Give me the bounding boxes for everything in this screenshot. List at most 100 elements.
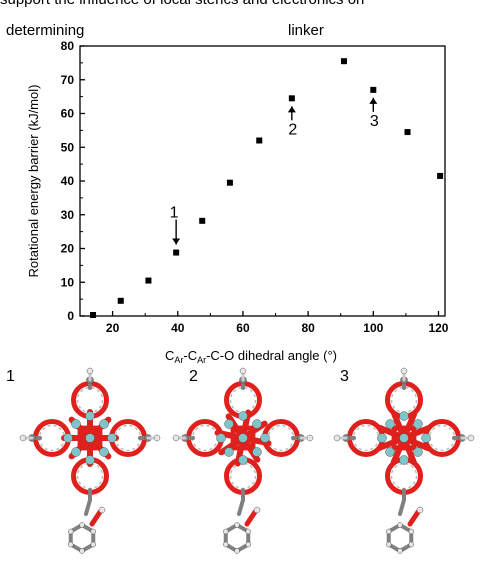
hydrogen-atom [222, 528, 229, 535]
hydrogen-atom [400, 367, 408, 375]
y-tick-label: 20 [61, 242, 75, 256]
metal-atom [107, 433, 117, 443]
metal-atom [421, 433, 431, 443]
x-tick-label: 60 [236, 321, 250, 335]
hydrogen-atom [222, 541, 229, 548]
bond [237, 498, 245, 516]
structure-label-3: 3 [340, 368, 349, 385]
ring-link [76, 386, 104, 414]
phenyl-ring [68, 522, 96, 554]
annotation-label: 3 [370, 113, 379, 130]
x-axis-label: CAr-CAr-C-O dihedral angle (°) [165, 348, 337, 365]
metal-atom [71, 447, 81, 457]
annotation-label: 1 [170, 205, 179, 222]
caption-line: support the influence of local sterics a… [0, 0, 482, 9]
annotation-arrowhead [172, 238, 181, 245]
metal-atom [71, 419, 81, 429]
metal-atom [99, 419, 109, 429]
hydrogen-atom [408, 528, 415, 535]
structure-label-2: 2 [189, 368, 198, 385]
y-tick-label: 30 [61, 208, 75, 222]
x-axis-label-part: -C-O dihedral angle (°) [206, 348, 337, 363]
y-tick-label: 10 [61, 275, 75, 289]
ring-link [191, 424, 219, 452]
data-point [256, 137, 263, 144]
hydrogen-atom [234, 548, 240, 554]
ring-link [390, 386, 418, 414]
structure-label-1: 1 [6, 368, 15, 385]
ring-link [114, 424, 142, 452]
y-tick-label: 40 [61, 174, 75, 188]
y-axis-label: Rotational energy barrier (kJ/mol) [26, 85, 41, 278]
data-point [370, 86, 377, 93]
x-tick-label: 20 [106, 321, 120, 335]
data-point [288, 95, 295, 102]
metal-atom [216, 433, 226, 443]
phenyl-ring [223, 522, 251, 554]
metal-atom [85, 411, 95, 421]
bond [244, 509, 258, 527]
annotation-arrowhead [369, 97, 378, 104]
bond [84, 498, 92, 516]
data-point [437, 172, 444, 179]
data-point [199, 217, 206, 224]
y-tick-label: 60 [61, 107, 75, 121]
hydrogen-atom [153, 434, 161, 442]
bond [407, 509, 421, 527]
y-tick-label: 70 [61, 73, 75, 87]
metal-atom [85, 433, 95, 443]
metal-atom [224, 447, 234, 457]
metal-atom [399, 455, 409, 465]
data-point [117, 297, 124, 304]
hydrogen-atom [172, 434, 180, 442]
metal-atom [413, 447, 423, 457]
metal-cluster-structure-1 [19, 367, 161, 554]
annotation-arrowhead [287, 106, 296, 113]
hydrogen-atom [86, 367, 94, 375]
metal-atom [385, 419, 395, 429]
metal-atom [238, 455, 248, 465]
hydrogen-atom [234, 522, 240, 528]
metal-atom [238, 433, 248, 443]
x-axis-label-part: Ar [197, 355, 206, 365]
metal-atom [413, 419, 423, 429]
hydrogen-atom [79, 548, 85, 554]
metal-atom [63, 433, 73, 443]
x-axis-label-part: C [165, 348, 174, 363]
hydrogen-atom [385, 528, 392, 535]
x-tick-label: 100 [363, 321, 383, 335]
x-axis-label-part: Ar [174, 355, 183, 365]
caption-word-left: determining [6, 22, 85, 39]
hydrogen-atom [79, 522, 85, 528]
ring-link [352, 424, 380, 452]
scatter-plot: 20 40 60 80 100 120 0 10 20 30 40 50 60 70 80 1 2 3 [61, 39, 449, 335]
plot-frame [79, 45, 446, 317]
hydrogen-atom [306, 434, 314, 442]
y-tick-label: 80 [61, 39, 75, 53]
hydrogen-atom [19, 434, 27, 442]
hydrogen-atom [90, 541, 97, 548]
metal-atom [377, 433, 387, 443]
x-tick-label: 80 [301, 321, 315, 335]
metal-atom [238, 411, 248, 421]
ring-link [267, 424, 295, 452]
metal-atom [252, 419, 262, 429]
metal-atom [224, 419, 234, 429]
metal-atom [399, 411, 409, 421]
data-point [173, 249, 180, 256]
ring-link [229, 462, 257, 490]
hydrogen-atom [67, 541, 74, 548]
x-tick-label: 40 [171, 321, 185, 335]
hydrogen-atom [397, 522, 403, 528]
ring-link [229, 386, 257, 414]
ring-link [38, 424, 66, 452]
metal-atom [99, 447, 109, 457]
hydrogen-atom [385, 541, 392, 548]
ring-link [390, 462, 418, 490]
hydrogen-atom [253, 506, 261, 514]
data-point [90, 311, 97, 318]
y-tick-label: 50 [61, 140, 75, 154]
data-point [145, 277, 152, 284]
metal-atom [385, 447, 395, 457]
